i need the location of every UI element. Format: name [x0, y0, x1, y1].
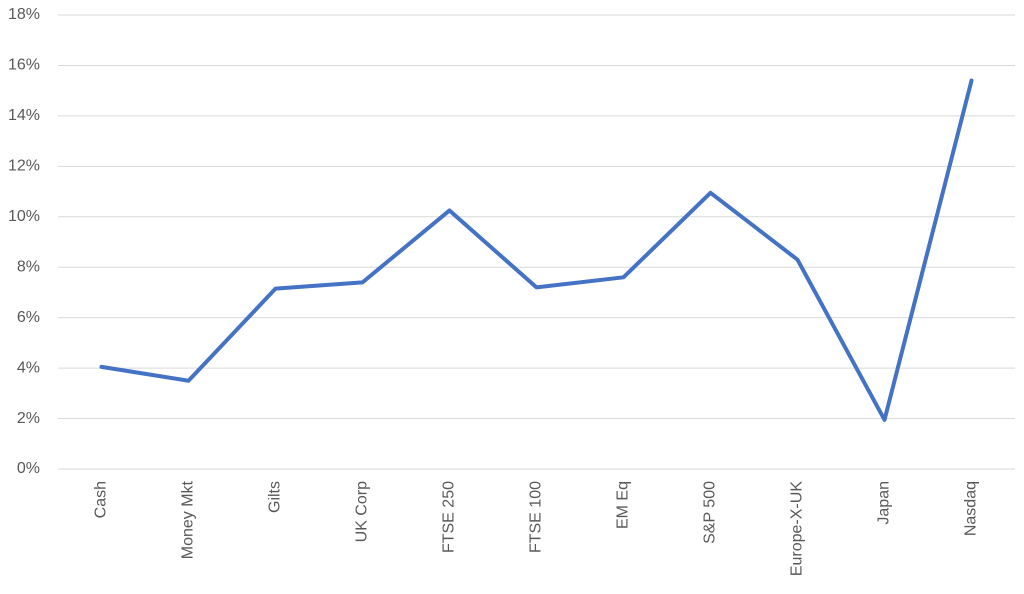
- y-tick-label: 14%: [8, 107, 40, 124]
- y-tick-label: 6%: [17, 309, 40, 326]
- y-tick-label: 18%: [8, 6, 40, 23]
- x-tick-label: Gilts: [267, 481, 284, 513]
- y-tick-label: 8%: [17, 258, 40, 275]
- data-line: [99, 78, 974, 422]
- y-tick-label: 12%: [8, 158, 40, 175]
- x-tick-label: Cash: [93, 481, 110, 518]
- x-tick-label: FTSE 100: [528, 481, 545, 553]
- x-tick-label: UK Corp: [354, 481, 371, 542]
- y-tick-label: 4%: [17, 359, 40, 376]
- y-tick-label: 16%: [8, 57, 40, 74]
- x-tick-label: EM Eq: [615, 481, 632, 529]
- y-tick-label: 0%: [17, 460, 40, 477]
- x-tick-label: Japan: [876, 481, 893, 525]
- x-tick-label: Europe-X-UK: [789, 481, 806, 576]
- x-tick-label: FTSE 250: [441, 481, 458, 553]
- y-tick-label: 10%: [8, 208, 40, 225]
- x-tick-label: Nasdaq: [963, 481, 980, 536]
- x-tick-label: S&P 500: [702, 481, 719, 544]
- x-tick-label: Money Mkt: [180, 480, 197, 559]
- y-tick-label: 2%: [17, 410, 40, 427]
